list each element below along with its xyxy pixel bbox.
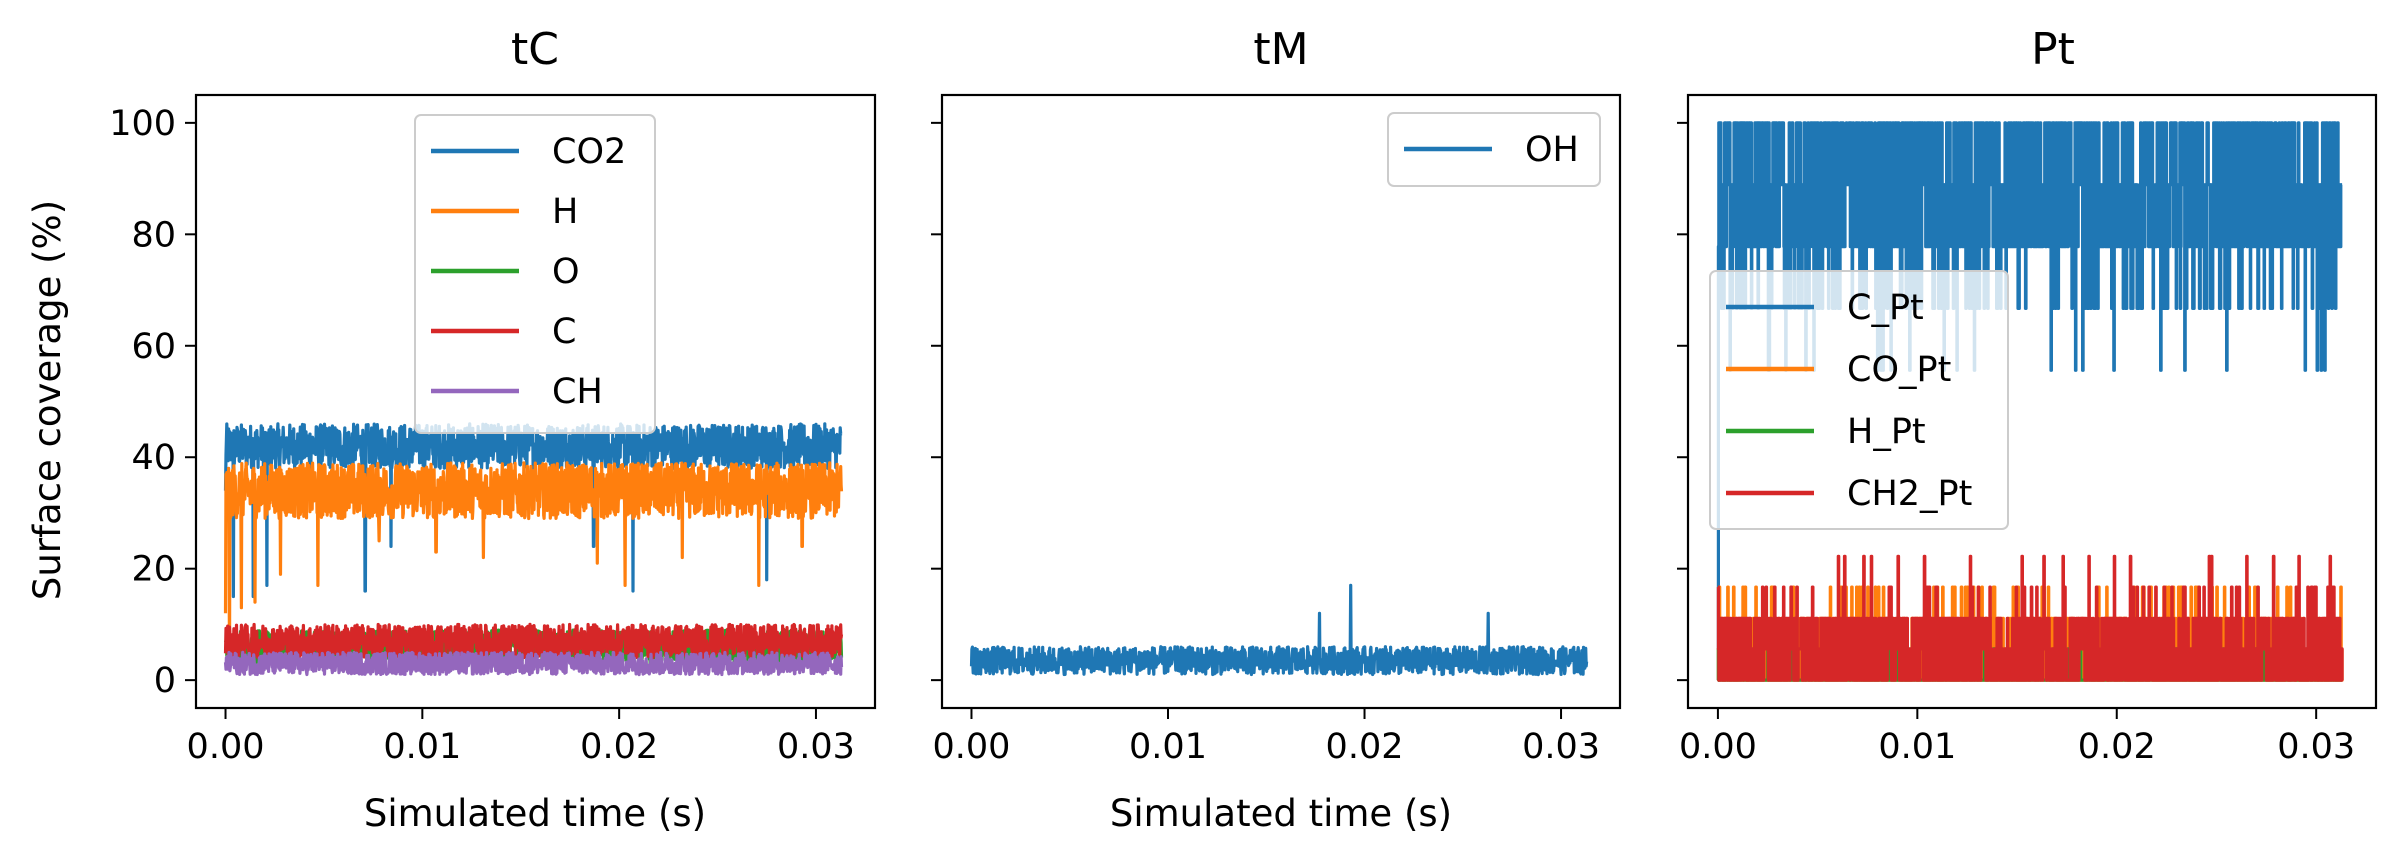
- legend-label: CH2_Pt: [1847, 474, 1972, 514]
- series-line-co2: [223, 422, 843, 599]
- series-line-ch: [223, 650, 844, 677]
- legend-label: CO_Pt: [1847, 350, 1951, 390]
- y-tick-label: 80: [131, 215, 176, 255]
- panel-title: tM: [1253, 24, 1308, 75]
- x-axis-label: Simulated time (s): [1110, 792, 1452, 835]
- legend: CO2 HOC CH: [414, 114, 656, 434]
- x-tick-label: 0.00: [187, 727, 265, 767]
- series-line-oh: [969, 583, 1589, 677]
- legend-label: CH: [552, 372, 603, 412]
- legend-label: H: [552, 192, 578, 232]
- y-tick-label: 100: [109, 104, 176, 144]
- legend-box: [1387, 112, 1601, 187]
- x-tick-label: 0.03: [2277, 727, 2355, 767]
- panel-title: tC: [511, 24, 559, 75]
- legend-label: H_Pt: [1847, 412, 1926, 452]
- x-tick-label: 0.02: [2078, 727, 2156, 767]
- legend-label: OH: [1525, 130, 1579, 170]
- legend: C_Pt CO_Pt H_Pt CH2_Pt: [1709, 270, 2009, 530]
- x-axis-label: Simulated time (s): [364, 792, 706, 835]
- x-tick-label: 0.02: [1326, 727, 1404, 767]
- axes-frame: [1686, 93, 2378, 710]
- panel-Pt: Pt 0.00 0.01 0.02 0.03 C_Pt CO_Pt H_Pt CH2_Pt: [1677, 24, 2378, 767]
- series-line-h: [223, 461, 844, 671]
- panel-tM: tM Simulated time (s) 0.00 0.01 0.02 0.03 OH: [931, 24, 1622, 835]
- y-tick-label: 20: [131, 550, 176, 590]
- legend-box: [1709, 270, 2009, 530]
- legend-label: O: [552, 252, 580, 292]
- panel-title: Pt: [2031, 24, 2075, 75]
- legend-label: C: [552, 312, 576, 352]
- x-tick-label: 0.01: [1878, 727, 1956, 767]
- x-tick-label: 0.00: [1679, 727, 1757, 767]
- x-tick-label: 0.02: [580, 727, 658, 767]
- x-tick-label: 0.00: [933, 727, 1011, 767]
- axes-frame: [940, 93, 1622, 710]
- legend-label: C_Pt: [1847, 288, 1924, 328]
- x-tick-label: 0.03: [777, 727, 855, 767]
- y-tick-label: 60: [131, 327, 176, 367]
- x-tick-label: 0.03: [1522, 727, 1600, 767]
- legend: OH: [1387, 112, 1601, 187]
- axes-frame: [194, 93, 877, 710]
- x-tick-label: 0.01: [1129, 727, 1207, 767]
- y-tick-label: 40: [131, 438, 176, 478]
- panel-tC: tC Simulated time (s) 0.00 0.01 0.02 0.03 0 2…: [109, 24, 877, 835]
- series-line-c: [223, 622, 844, 660]
- y-tick-label: 0: [154, 661, 176, 701]
- y-axis-label: Surface coverage (%): [26, 200, 69, 600]
- legend-box: [414, 114, 656, 434]
- x-tick-label: 0.01: [383, 727, 461, 767]
- series-line-ch2_pt: [1716, 554, 2344, 682]
- legend-label: CO2: [552, 132, 626, 172]
